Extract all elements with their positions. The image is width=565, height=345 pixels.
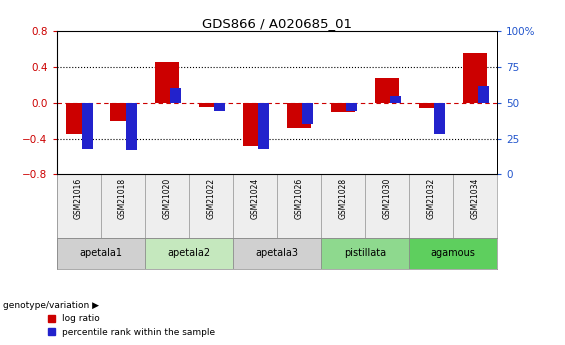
Bar bbox=[233, 175, 277, 238]
Bar bbox=[390, 96, 401, 103]
Text: GSM21026: GSM21026 bbox=[294, 178, 303, 219]
Bar bbox=[189, 175, 233, 238]
Text: agamous: agamous bbox=[431, 248, 476, 258]
Bar bbox=[434, 103, 445, 134]
Bar bbox=[199, 103, 223, 107]
Text: apetala1: apetala1 bbox=[79, 248, 122, 258]
Bar bbox=[331, 103, 355, 112]
Bar bbox=[125, 103, 137, 150]
Bar bbox=[145, 238, 233, 269]
Legend: log ratio, percentile rank within the sample: log ratio, percentile rank within the sa… bbox=[44, 311, 219, 341]
Bar bbox=[409, 175, 453, 238]
Bar bbox=[463, 52, 487, 103]
Text: GSM21024: GSM21024 bbox=[250, 178, 259, 219]
Text: GSM21034: GSM21034 bbox=[471, 178, 480, 219]
Bar bbox=[56, 238, 145, 269]
Text: GSM21030: GSM21030 bbox=[383, 178, 392, 219]
Text: genotype/variation ▶: genotype/variation ▶ bbox=[3, 301, 99, 310]
Bar bbox=[155, 62, 179, 103]
Bar bbox=[277, 175, 321, 238]
Bar bbox=[111, 103, 134, 121]
Bar bbox=[321, 175, 365, 238]
Bar bbox=[214, 103, 225, 111]
Bar bbox=[287, 103, 311, 128]
Text: GSM21032: GSM21032 bbox=[427, 178, 436, 219]
Text: apetala3: apetala3 bbox=[255, 248, 298, 258]
Bar bbox=[145, 175, 189, 238]
Bar bbox=[67, 103, 90, 134]
Bar bbox=[56, 175, 101, 238]
Bar bbox=[258, 103, 269, 149]
Text: GSM21020: GSM21020 bbox=[162, 178, 171, 219]
Text: apetala2: apetala2 bbox=[167, 248, 210, 258]
Text: GSM21022: GSM21022 bbox=[206, 178, 215, 219]
Text: GSM21028: GSM21028 bbox=[338, 178, 347, 219]
Title: GDS866 / A020685_01: GDS866 / A020685_01 bbox=[202, 17, 352, 30]
Bar bbox=[346, 103, 357, 111]
Bar bbox=[233, 238, 321, 269]
Text: GSM21018: GSM21018 bbox=[118, 178, 127, 219]
Bar bbox=[101, 175, 145, 238]
Bar bbox=[170, 88, 181, 103]
Bar bbox=[478, 86, 489, 103]
Bar bbox=[302, 103, 313, 124]
Text: pistillata: pistillata bbox=[344, 248, 386, 258]
Bar bbox=[81, 103, 93, 149]
Bar bbox=[409, 238, 497, 269]
Bar bbox=[243, 103, 267, 146]
Bar bbox=[365, 175, 409, 238]
Bar bbox=[321, 238, 409, 269]
Text: GSM21016: GSM21016 bbox=[74, 178, 83, 219]
Bar bbox=[375, 78, 399, 103]
Bar bbox=[419, 103, 443, 108]
Bar bbox=[453, 175, 497, 238]
